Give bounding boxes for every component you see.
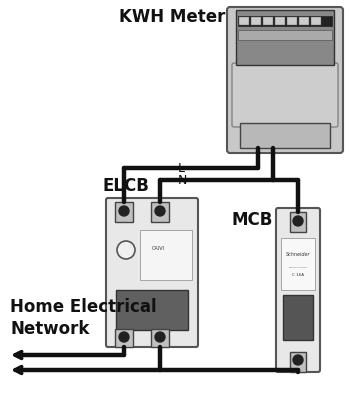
Bar — [236, 10, 334, 65]
Bar — [140, 230, 192, 280]
Bar — [251, 17, 261, 25]
FancyBboxPatch shape — [106, 198, 198, 347]
Bar — [239, 17, 249, 25]
FancyBboxPatch shape — [232, 63, 338, 127]
Bar — [275, 17, 285, 25]
Bar — [263, 17, 273, 25]
Text: ELCB: ELCB — [103, 177, 150, 195]
Bar — [287, 17, 297, 25]
Bar — [240, 123, 330, 148]
Bar — [283, 295, 313, 340]
Text: C 16A: C 16A — [292, 273, 304, 277]
Text: MCB: MCB — [232, 211, 273, 229]
Bar — [151, 329, 169, 347]
Circle shape — [117, 241, 135, 259]
Bar — [290, 212, 306, 232]
Bar — [281, 238, 315, 290]
Bar — [115, 329, 133, 347]
Circle shape — [119, 332, 129, 342]
Text: KWH Meter: KWH Meter — [119, 8, 225, 26]
FancyBboxPatch shape — [276, 208, 320, 372]
Text: Schneider: Schneider — [286, 252, 310, 258]
Bar — [238, 16, 332, 26]
Circle shape — [293, 355, 303, 365]
Text: ─────────: ───────── — [288, 266, 308, 270]
Bar — [115, 202, 133, 222]
FancyBboxPatch shape — [227, 7, 343, 153]
Circle shape — [119, 206, 129, 216]
Bar — [116, 290, 188, 330]
Text: Home Electrical
Network: Home Electrical Network — [10, 298, 157, 338]
Circle shape — [155, 206, 165, 216]
Circle shape — [293, 216, 303, 226]
Bar — [311, 17, 321, 25]
Text: L: L — [178, 162, 185, 175]
Text: CAIVI: CAIVI — [152, 245, 164, 250]
Bar — [151, 202, 169, 222]
Bar — [290, 352, 306, 372]
Text: N: N — [178, 173, 187, 186]
Bar — [299, 17, 309, 25]
Bar — [238, 30, 332, 40]
Circle shape — [155, 332, 165, 342]
